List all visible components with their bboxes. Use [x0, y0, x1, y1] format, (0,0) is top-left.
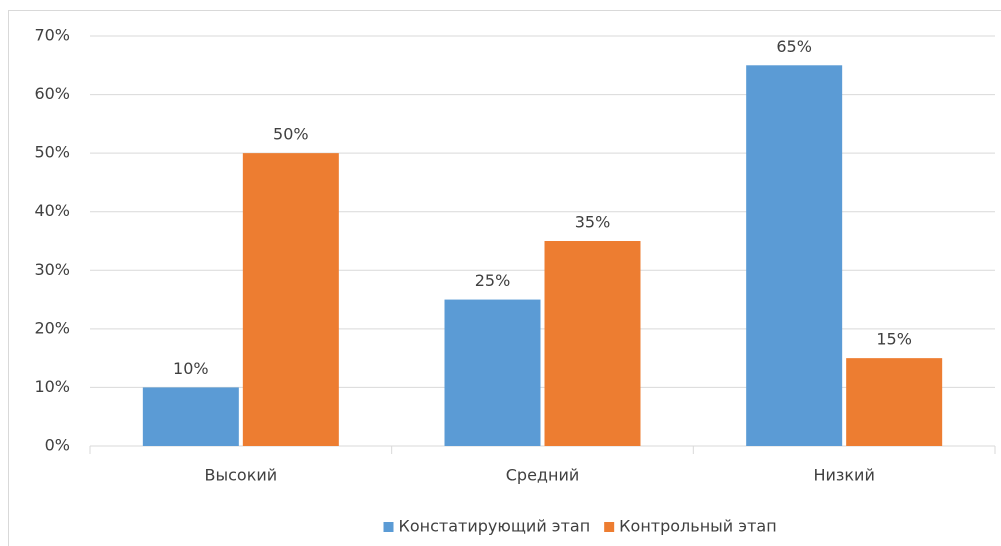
y-tick-label: 20%: [34, 318, 70, 337]
data-label: 35%: [575, 213, 611, 232]
y-tick-label: 10%: [34, 377, 70, 396]
x-tick-label: Низкий: [813, 466, 874, 485]
data-label: 10%: [173, 359, 209, 378]
y-tick-label: 40%: [34, 201, 70, 220]
bar: [544, 241, 641, 446]
y-tick-label: 0%: [45, 436, 70, 455]
x-tick-label: Средний: [506, 466, 580, 485]
data-label: 50%: [273, 125, 309, 144]
y-tick-label: 70%: [34, 26, 70, 45]
data-label: 25%: [475, 271, 511, 290]
legend-label: Контрольный этап: [619, 517, 776, 536]
legend-label: Констатирующий этап: [399, 517, 591, 536]
x-tick-label: Высокий: [205, 466, 278, 485]
bar: [846, 358, 943, 446]
data-label: 65%: [776, 37, 812, 56]
bar: [746, 65, 843, 447]
legend-swatch: [604, 522, 615, 532]
legend-swatch: [383, 522, 394, 532]
y-tick-label: 60%: [34, 84, 70, 103]
bar: [444, 299, 541, 446]
bar: [242, 153, 339, 446]
y-tick-label: 30%: [34, 260, 70, 279]
chart-frame: [8, 10, 1001, 546]
y-tick-label: 50%: [34, 143, 70, 162]
data-label: 15%: [876, 330, 912, 349]
bar: [142, 387, 239, 446]
